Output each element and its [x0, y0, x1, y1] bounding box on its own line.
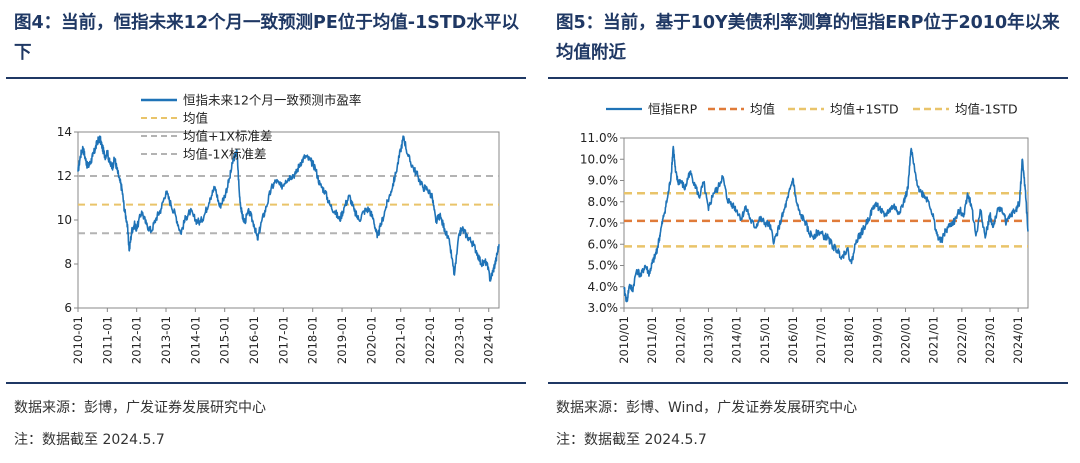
x-tick-label: 2017-01: [276, 316, 290, 364]
legend-label: 均值-1STD: [955, 102, 1018, 117]
y-tick-label: 4.0%: [588, 280, 619, 294]
x-tick-label: 2023/01: [983, 316, 997, 364]
legend-label: 恒指未来12个月一致预测市盈率: [183, 93, 361, 108]
series-line: [623, 145, 1029, 303]
right-panel: 图5：当前，基于10Y美债利率测算的恒指ERP位于2010年以来均值附近 3.0…: [548, 0, 1068, 463]
left-pe-chart: 6 8 10 12 14 2010-01 2011-01 2012-01 2013-01 2014…: [57, 93, 500, 364]
y-tick-label: 3.0%: [588, 301, 619, 315]
x-tick-label: 2016-01: [247, 316, 261, 364]
x-tick-label: 2019-01: [335, 316, 349, 364]
plot-frame: [623, 137, 1029, 309]
y-tick-label: 10.0%: [580, 152, 618, 166]
y-tick-label: 11.0%: [580, 131, 618, 145]
right-figure-title: 图5：当前，基于10Y美债利率测算的恒指ERP位于2010年以来均值附近: [556, 13, 1060, 63]
x-tick-label: 2015-01: [218, 316, 232, 364]
y-tick-label: 8: [64, 257, 72, 271]
x-tick-label: 2016/01: [786, 316, 800, 364]
series-line: [77, 135, 500, 282]
legend-label: 均值: [183, 111, 208, 126]
y-tick-label: 9.0%: [588, 174, 619, 188]
x-tick-label: 2021-01: [394, 316, 408, 364]
y-tick-label: 5.0%: [588, 259, 619, 273]
x-tick-label: 2010-01: [71, 316, 85, 364]
x-tick-label: 2020-01: [364, 316, 378, 364]
left-figure-title: 图4：当前，恒指未来12个月一致预测PE位于均值-1STD水平以下: [14, 13, 519, 63]
right-top-rule: [548, 77, 1068, 79]
left-top-rule: [6, 77, 526, 79]
right-source-note: 数据来源：彭博、Wind，广发证券发展研究中心: [556, 400, 858, 416]
x-tick-label: 2015/01: [758, 316, 772, 364]
x-tick-label: 2013-01: [159, 316, 173, 364]
legend-label: 均值+1X标准差: [183, 129, 273, 144]
x-tick-label: 2012/01: [673, 316, 687, 364]
left-remark-note: 注：数据截至 2024.5.7: [14, 432, 165, 448]
y-tick-label: 14: [57, 125, 72, 139]
legend-label: 均值-1X标准差: [183, 147, 267, 162]
left-source-note: 数据来源：彭博，广发证券发展研究中心: [14, 400, 266, 416]
y-tick-label: 12: [57, 169, 72, 183]
x-tick-label: 2014-01: [188, 316, 202, 364]
x-tick-label: 2011/01: [645, 316, 659, 364]
x-tick-label: 2017/01: [814, 316, 828, 364]
x-tick-label: 2019/01: [870, 316, 884, 364]
x-tick-label: 2011-01: [100, 316, 114, 364]
right-erp-chart: 3.0% 4.0% 5.0% 6.0% 7.0% 8.0% 9.0% 10.0% 11.0% 20…: [580, 102, 1029, 364]
left-bottom-rule: [6, 382, 526, 384]
x-tick-label: 2012-01: [130, 316, 144, 364]
y-tick-label: 8.0%: [588, 195, 619, 209]
x-tick-label: 2010/01: [617, 316, 631, 364]
x-tick-label: 2021/01: [927, 316, 941, 364]
right-remark-note: 注：数据截至 2024.5.7: [556, 432, 707, 448]
y-tick-label: 10: [57, 213, 72, 227]
y-tick-label: 6.0%: [588, 237, 619, 251]
x-tick-label: 2014/01: [730, 316, 744, 364]
left-panel: 图4：当前，恒指未来12个月一致预测PE位于均值-1STD水平以下 6 8 10 12…: [6, 0, 526, 463]
x-tick-label: 2022/01: [955, 316, 969, 364]
legend-label: 恒指ERP: [648, 102, 698, 117]
x-tick-label: 2018-01: [306, 316, 320, 364]
y-tick-label: 7.0%: [588, 216, 619, 230]
right-bottom-rule: [548, 382, 1068, 384]
x-tick-label: 2018/01: [842, 316, 856, 364]
legend-label: 均值+1STD: [830, 102, 899, 117]
x-tick-label: 2013/01: [701, 316, 715, 364]
x-tick-label: 2020/01: [899, 316, 913, 364]
x-tick-label: 2022-01: [423, 316, 437, 364]
x-tick-label: 2024/01: [1011, 316, 1025, 364]
x-tick-label: 2024-01: [482, 316, 496, 364]
legend-label: 均值: [750, 102, 775, 117]
y-tick-label: 6: [64, 301, 72, 315]
x-tick-label: 2023-01: [452, 316, 466, 364]
